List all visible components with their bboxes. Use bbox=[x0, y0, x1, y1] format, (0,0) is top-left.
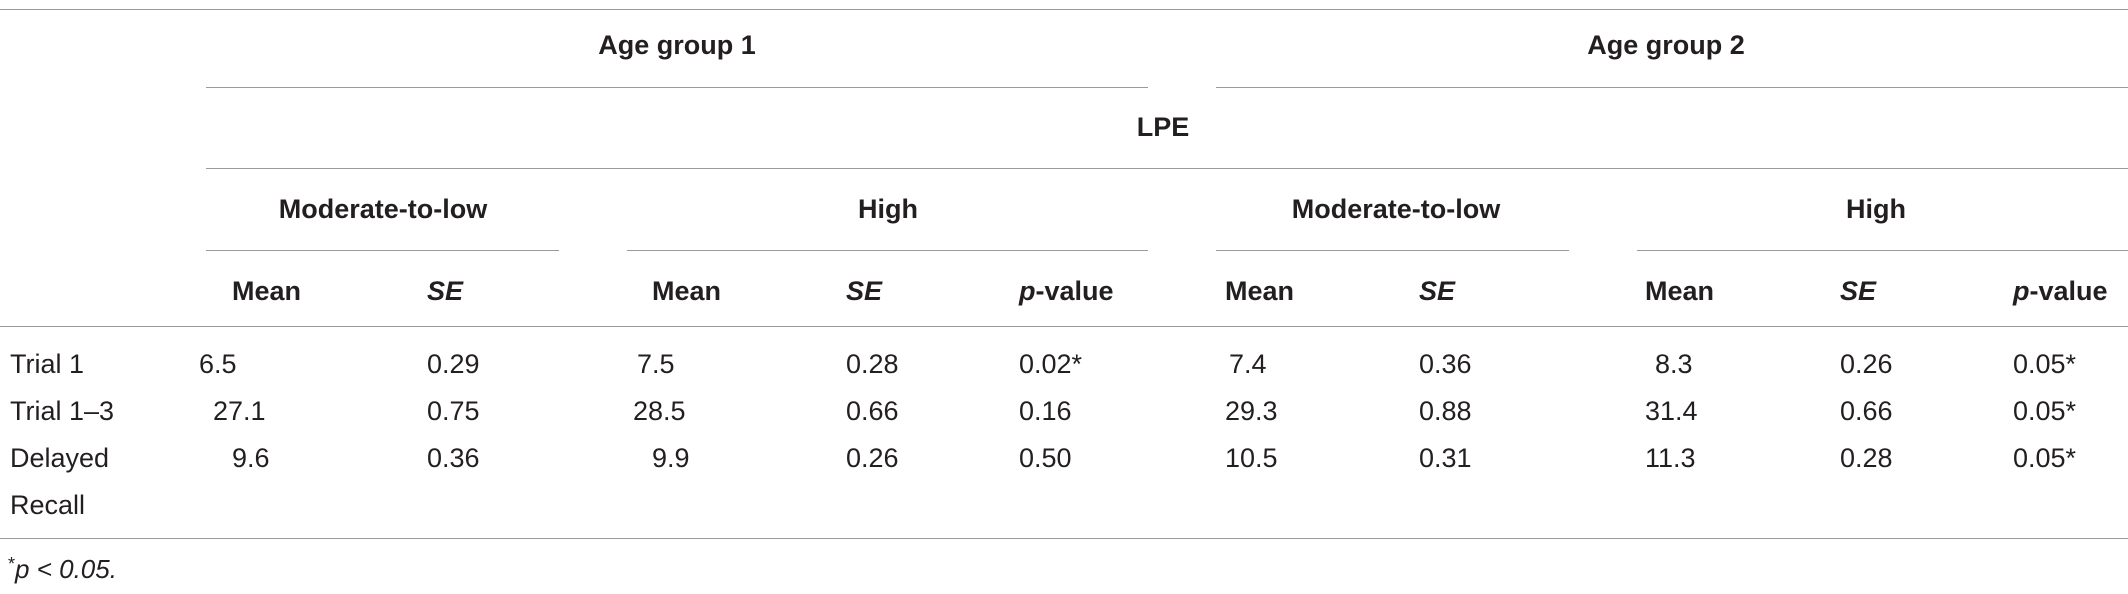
table-top-rule bbox=[0, 9, 2128, 10]
level-header-ag1-moderate: Moderate-to-low bbox=[278, 194, 488, 224]
footnote-text: p < 0.05. bbox=[15, 554, 117, 584]
p-symbol: p bbox=[2013, 276, 2030, 306]
cell-value: 9.6 bbox=[232, 443, 270, 473]
cell-value: 31.4 bbox=[1645, 396, 1698, 426]
age-group-2-header: Age group 2 bbox=[1587, 30, 1745, 60]
cell-value: 0.88 bbox=[1419, 396, 1472, 426]
level-header-ag2-high: High bbox=[1846, 194, 1906, 224]
age-group-2-rule bbox=[1216, 87, 2128, 88]
level-rule-ag1-high bbox=[627, 250, 1148, 251]
cell-value: 0.29 bbox=[427, 349, 480, 379]
col-header-p-value: p-value bbox=[1019, 278, 1114, 305]
p-value-suffix: -value bbox=[1035, 276, 1114, 306]
cell-value: 0.28 bbox=[846, 349, 899, 379]
footnote-marker: * bbox=[8, 554, 16, 574]
cell-value: 8.3 bbox=[1655, 349, 1693, 379]
cell-value: 28.5 bbox=[633, 396, 686, 426]
level-header-ag2-moderate: Moderate-to-low bbox=[1291, 194, 1501, 224]
table-bottom-rule bbox=[0, 538, 2128, 539]
row-label-delayed: Delayed bbox=[10, 443, 110, 473]
table-footnote: *p < 0.05. bbox=[8, 555, 117, 582]
cell-value: 0.26 bbox=[846, 443, 899, 473]
age-group-1-header: Age group 1 bbox=[598, 30, 756, 60]
p-symbol: p bbox=[1019, 276, 1036, 306]
cell-value: 0.28 bbox=[1840, 443, 1893, 473]
col-header-p-value: p-value bbox=[2013, 278, 2108, 305]
col-header-mean: Mean bbox=[652, 276, 722, 306]
cell-value: 0.31 bbox=[1419, 443, 1472, 473]
age-group-1-rule bbox=[206, 87, 1148, 88]
col-header-mean: Mean bbox=[232, 276, 302, 306]
cell-value: 0.02* bbox=[1019, 349, 1083, 379]
header-bottom-rule bbox=[0, 326, 2128, 327]
col-header-mean: Mean bbox=[1225, 276, 1295, 306]
cell-value: 0.66 bbox=[1840, 396, 1893, 426]
cell-value: 7.4 bbox=[1229, 349, 1267, 379]
lpe-header: LPE bbox=[1136, 112, 1190, 142]
level-header-ag1-high: High bbox=[858, 194, 918, 224]
row-label-trial-1: Trial 1 bbox=[10, 349, 85, 379]
cell-value: 29.3 bbox=[1225, 396, 1278, 426]
col-header-se: SE bbox=[1419, 276, 1456, 306]
cell-value: 0.05* bbox=[2013, 443, 2077, 473]
row-label-recall: Recall bbox=[10, 490, 86, 520]
cell-value: 27.1 bbox=[213, 396, 266, 426]
cell-value: 10.5 bbox=[1225, 443, 1278, 473]
col-header-se: SE bbox=[846, 276, 883, 306]
col-header-p-value-text: p-value bbox=[2013, 276, 2108, 306]
cell-value: 7.5 bbox=[637, 349, 675, 379]
cell-value: 0.05* bbox=[2013, 349, 2077, 379]
level-rule-ag2-moderate bbox=[1216, 250, 1569, 251]
cell-value: 0.36 bbox=[427, 443, 480, 473]
level-rule-ag1-moderate bbox=[206, 250, 559, 251]
cell-value: 9.9 bbox=[652, 443, 690, 473]
col-header-se: SE bbox=[427, 276, 464, 306]
lpe-rule bbox=[206, 168, 2128, 169]
cell-value: 0.50 bbox=[1019, 443, 1072, 473]
cell-value: 0.05* bbox=[2013, 396, 2077, 426]
p-value-suffix: -value bbox=[2029, 276, 2108, 306]
cell-value: 0.75 bbox=[427, 396, 480, 426]
col-header-mean: Mean bbox=[1645, 276, 1715, 306]
cell-value: 0.16 bbox=[1019, 396, 1072, 426]
level-rule-ag2-high bbox=[1637, 250, 2128, 251]
cell-value: 0.36 bbox=[1419, 349, 1472, 379]
cell-value: 0.66 bbox=[846, 396, 899, 426]
cell-value: 11.3 bbox=[1645, 443, 1696, 473]
col-header-se: SE bbox=[1840, 276, 1877, 306]
row-label-trial-1-3: Trial 1–3 bbox=[10, 396, 115, 426]
col-header-p-value-text: p-value bbox=[1019, 276, 1114, 306]
cell-value: 6.5 bbox=[199, 349, 237, 379]
cell-value: 0.26 bbox=[1840, 349, 1893, 379]
